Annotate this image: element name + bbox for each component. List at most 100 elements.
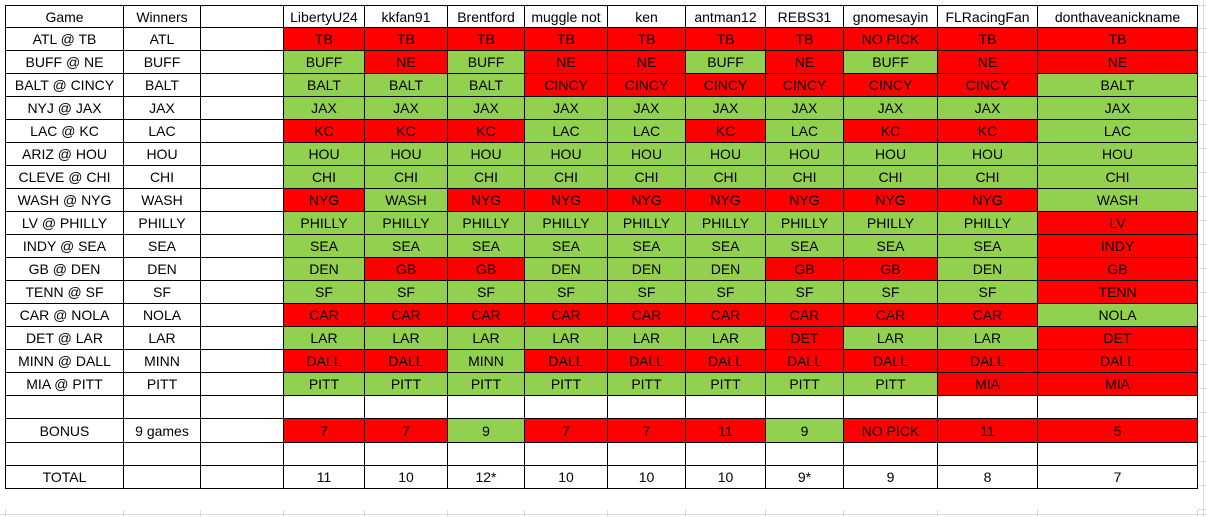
pick-cell[interactable]: KC (447, 119, 525, 143)
game-matchup-cell[interactable]: NYJ @ JAX (5, 96, 124, 120)
game-winner-cell[interactable]: LAC (123, 119, 201, 143)
empty-cell[interactable] (937, 395, 1038, 419)
pick-cell[interactable]: SF (843, 280, 938, 304)
pick-cell[interactable]: CHI (843, 165, 938, 189)
pick-cell[interactable]: LAC (524, 119, 608, 143)
game-winner-cell[interactable]: WASH (123, 188, 201, 212)
empty-cell[interactable] (765, 395, 844, 419)
game-winner-cell[interactable]: JAX (123, 96, 201, 120)
pick-cell[interactable]: PHILLY (447, 211, 525, 235)
pick-cell[interactable]: PHILLY (283, 211, 365, 235)
game-winner-cell[interactable]: DEN (123, 257, 201, 281)
pick-cell[interactable]: DEN (283, 257, 365, 281)
header-cell-winners[interactable]: Winners (123, 5, 201, 28)
empty-cell[interactable] (123, 395, 201, 419)
empty-cell[interactable] (123, 465, 201, 489)
pick-cell[interactable]: KC (283, 119, 365, 143)
pick-cell[interactable]: NYG (447, 188, 525, 212)
pick-cell[interactable]: LAR (364, 326, 448, 350)
pick-cell[interactable]: SEA (283, 234, 365, 258)
pick-cell[interactable]: HOU (364, 142, 448, 166)
pick-cell[interactable]: CHI (447, 165, 525, 189)
header-cell-spacer[interactable] (200, 5, 284, 28)
pick-cell[interactable]: CHI (364, 165, 448, 189)
pick-cell[interactable]: HOU (1037, 142, 1198, 166)
pick-cell[interactable]: MINN (447, 349, 525, 373)
empty-cell[interactable] (364, 395, 448, 419)
spacer-cell[interactable] (200, 73, 284, 97)
spacer-cell[interactable] (200, 257, 284, 281)
pick-cell[interactable]: CAR (524, 303, 608, 327)
header-cell-player[interactable]: muggle not (524, 5, 608, 28)
pick-cell[interactable]: BALT (447, 73, 525, 97)
pick-cell[interactable]: SEA (843, 234, 938, 258)
pick-cell[interactable]: PHILLY (524, 211, 608, 235)
empty-cell[interactable] (607, 395, 686, 419)
pick-cell[interactable]: LAC (765, 119, 844, 143)
spacer-cell[interactable] (200, 27, 284, 51)
game-matchup-cell[interactable]: BALT @ CINCY (5, 73, 124, 97)
pick-cell[interactable]: DEN (685, 257, 766, 281)
pick-cell[interactable]: DALL (937, 349, 1038, 373)
spacer-cell[interactable] (200, 188, 284, 212)
pick-cell[interactable]: JAX (937, 96, 1038, 120)
game-matchup-cell[interactable]: MINN @ DALL (5, 349, 124, 373)
pick-cell[interactable]: LAR (607, 326, 686, 350)
bonus-pick-cell[interactable]: 7 (607, 418, 686, 443)
spacer-cell[interactable] (200, 234, 284, 258)
spacer-cell[interactable] (200, 418, 284, 443)
pick-cell[interactable]: SEA (685, 234, 766, 258)
pick-cell[interactable]: BALT (1037, 73, 1198, 97)
bonus-pick-cell[interactable]: 7 (283, 418, 365, 443)
bonus-pick-cell[interactable]: 11 (937, 418, 1038, 443)
pick-cell[interactable]: GB (843, 257, 938, 281)
empty-cell[interactable] (937, 442, 1038, 466)
pick-cell[interactable]: PITT (765, 372, 844, 396)
pick-cell[interactable]: CINCY (607, 73, 686, 97)
pick-cell[interactable]: DET (765, 326, 844, 350)
pick-cell[interactable]: PITT (283, 372, 365, 396)
pick-cell[interactable]: TB (1037, 27, 1198, 51)
pick-cell[interactable]: NE (1037, 50, 1198, 74)
total-value-cell[interactable]: 9* (765, 465, 844, 489)
pick-cell[interactable]: LAR (524, 326, 608, 350)
pick-cell[interactable]: SF (283, 280, 365, 304)
pick-cell[interactable]: CHI (937, 165, 1038, 189)
pick-cell[interactable]: CINCY (843, 73, 938, 97)
pick-cell[interactable]: DEN (607, 257, 686, 281)
pick-cell[interactable]: HOU (447, 142, 525, 166)
pick-cell[interactable]: NYG (524, 188, 608, 212)
pick-cell[interactable]: NYG (607, 188, 686, 212)
pick-cell[interactable]: CINCY (937, 73, 1038, 97)
pick-cell[interactable]: DALL (283, 349, 365, 373)
pick-cell[interactable]: NE (524, 50, 608, 74)
pick-cell[interactable]: MIA (937, 372, 1038, 396)
pick-cell[interactable]: LAC (1037, 119, 1198, 143)
empty-cell[interactable] (607, 442, 686, 466)
pick-cell[interactable]: DALL (1037, 349, 1198, 373)
pick-cell[interactable]: CHI (283, 165, 365, 189)
game-matchup-cell[interactable]: DET @ LAR (5, 326, 124, 350)
game-winner-cell[interactable]: BUFF (123, 50, 201, 74)
pick-cell[interactable]: CAR (283, 303, 365, 327)
pick-cell[interactable]: JAX (765, 96, 844, 120)
pick-cell[interactable]: BALT (283, 73, 365, 97)
total-value-cell[interactable]: 10 (607, 465, 686, 489)
pick-cell[interactable]: NYG (843, 188, 938, 212)
total-value-cell[interactable]: 12* (447, 465, 525, 489)
pick-cell[interactable]: SEA (447, 234, 525, 258)
pick-cell[interactable]: DALL (364, 349, 448, 373)
spacer-cell[interactable] (200, 303, 284, 327)
pick-cell[interactable]: JAX (283, 96, 365, 120)
pick-cell[interactable]: PHILLY (607, 211, 686, 235)
empty-cell[interactable] (685, 395, 766, 419)
spacer-cell[interactable] (200, 50, 284, 74)
header-cell-player[interactable]: antman12 (685, 5, 766, 28)
empty-cell[interactable] (1037, 395, 1198, 419)
game-matchup-cell[interactable]: WASH @ NYG (5, 188, 124, 212)
header-cell-player[interactable]: FLRacingFan (937, 5, 1038, 28)
pick-cell[interactable]: NE (765, 50, 844, 74)
pick-cell[interactable]: DEN (524, 257, 608, 281)
pick-cell[interactable]: CHI (685, 165, 766, 189)
game-matchup-cell[interactable]: INDY @ SEA (5, 234, 124, 258)
